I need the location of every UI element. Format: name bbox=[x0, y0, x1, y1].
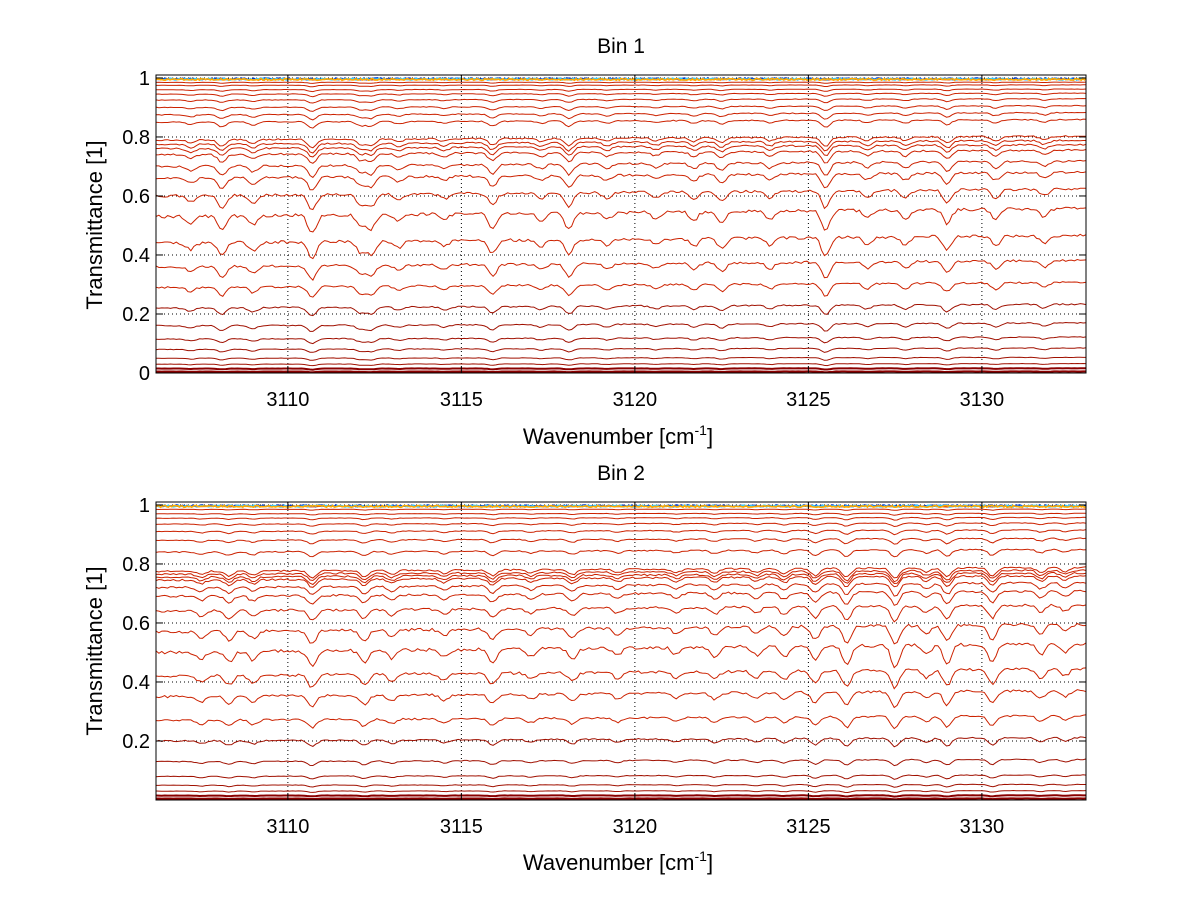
x-tick-label: 3115 bbox=[440, 389, 483, 411]
x-tick-label: 3120 bbox=[613, 816, 658, 838]
x-tick-label: 3130 bbox=[960, 389, 1005, 411]
series-line bbox=[156, 589, 1087, 606]
series-line bbox=[156, 370, 1086, 374]
series-line bbox=[155, 689, 1087, 709]
series-line bbox=[156, 367, 1086, 371]
x-tick-label: 3110 bbox=[266, 389, 309, 411]
series-line bbox=[155, 356, 1086, 361]
series-line bbox=[155, 566, 1087, 579]
y-axis-label: Transmittance [1] bbox=[82, 140, 107, 309]
series-line bbox=[155, 118, 1087, 129]
series-line bbox=[155, 758, 1087, 767]
x-tick-label: 3120 bbox=[613, 389, 658, 411]
y-tick-label: 0.2 bbox=[122, 304, 150, 326]
series-line bbox=[155, 92, 1087, 98]
series-line bbox=[155, 362, 1087, 367]
series-line bbox=[156, 783, 1086, 788]
series-line bbox=[155, 569, 1087, 583]
y-tick-label: 0.2 bbox=[122, 731, 150, 753]
series-line bbox=[155, 148, 1087, 164]
series-line bbox=[156, 84, 1086, 88]
series-line bbox=[156, 143, 1087, 158]
y-tick-label: 0.4 bbox=[122, 245, 150, 267]
series-line bbox=[155, 347, 1087, 353]
series-line bbox=[155, 789, 1087, 794]
series-line bbox=[155, 139, 1086, 154]
series-line bbox=[155, 574, 1087, 588]
series-line bbox=[155, 548, 1087, 558]
y-tick-label: 1 bbox=[139, 68, 150, 90]
series-line bbox=[155, 736, 1087, 748]
series-line bbox=[155, 170, 1087, 191]
x-tick-label: 3125 bbox=[786, 816, 831, 838]
series-line bbox=[155, 571, 1087, 586]
y-tick-label: 0 bbox=[139, 363, 150, 385]
series-line bbox=[156, 797, 1087, 801]
y-tick-label: 0.4 bbox=[122, 672, 150, 694]
y-tick-label: 0.8 bbox=[122, 554, 150, 576]
x-tick-label: 3110 bbox=[266, 816, 309, 838]
x-axis-label-main: Wavenumber [cm bbox=[523, 850, 695, 875]
series-line bbox=[156, 159, 1087, 179]
x-axis-label-close: ] bbox=[707, 424, 713, 449]
series-group bbox=[155, 503, 1087, 801]
series-line bbox=[155, 187, 1087, 211]
x-axis-label: Wavenumber [cm-1] bbox=[523, 422, 713, 449]
series-line bbox=[155, 537, 1087, 545]
series-group bbox=[155, 76, 1087, 374]
series-line bbox=[155, 81, 1087, 84]
x-axis-label-sup: -1 bbox=[695, 848, 708, 864]
x-tick-label: 3130 bbox=[960, 816, 1005, 838]
series-line-top bbox=[155, 77, 1087, 82]
x-axis-label-sup: -1 bbox=[695, 422, 708, 438]
y-tick-label: 0.6 bbox=[122, 613, 150, 635]
axes-box bbox=[155, 501, 1087, 801]
x-axis-label-main: Wavenumber [cm bbox=[523, 424, 695, 449]
series-line bbox=[155, 774, 1087, 780]
series-line bbox=[155, 622, 1087, 645]
x-axis-label-close: ] bbox=[707, 850, 713, 875]
series-line bbox=[155, 522, 1087, 528]
ticks: 3110 3115 3120 3125 3130 0 0.2 0.4 0.6 0.8 1 bbox=[122, 68, 1086, 411]
chart-bin-2: Bin 2 3110 3115 3120 3125 31300.20.40.60.81 … bbox=[82, 462, 1087, 875]
chart-bin-1: Bin 1 3110 3115 3120 3125 3130 0 0.2 0.4 0.6 0.8 1… bbox=[82, 35, 1087, 449]
series-line bbox=[156, 88, 1087, 93]
y-tick-label: 0.8 bbox=[122, 127, 150, 149]
y-tick-label: 0.6 bbox=[122, 186, 150, 208]
chart-title: Bin 2 bbox=[597, 462, 645, 485]
y-tick-label: 1 bbox=[139, 495, 150, 517]
series-line bbox=[155, 258, 1087, 281]
series-line bbox=[155, 529, 1087, 536]
series-line bbox=[155, 303, 1087, 317]
series-line bbox=[155, 281, 1087, 298]
series-line bbox=[155, 135, 1087, 149]
series-line bbox=[155, 97, 1087, 104]
x-tick-label: 3125 bbox=[786, 389, 831, 411]
series-line bbox=[155, 206, 1087, 233]
series-line bbox=[155, 642, 1087, 669]
series-line bbox=[155, 714, 1087, 730]
series-line bbox=[155, 603, 1087, 623]
series-line bbox=[155, 516, 1087, 521]
series-line bbox=[155, 512, 1086, 516]
chart-title: Bin 1 bbox=[597, 35, 645, 58]
ticks: 3110 3115 3120 3125 3130 0.2 0.4 0.6 0.8 1 bbox=[122, 495, 1086, 838]
series-line bbox=[155, 336, 1087, 345]
series-line bbox=[155, 794, 1086, 798]
series-line bbox=[155, 581, 1087, 597]
series-line bbox=[155, 508, 1086, 511]
series-line bbox=[156, 321, 1087, 332]
y-axis-label: Transmittance [1] bbox=[82, 566, 107, 735]
series-line bbox=[155, 104, 1087, 112]
series-line bbox=[155, 667, 1087, 690]
series-line bbox=[155, 111, 1087, 121]
axes-box bbox=[155, 74, 1087, 374]
x-axis-label: Wavenumber [cm-1] bbox=[523, 848, 713, 875]
x-tick-label: 3115 bbox=[440, 816, 483, 838]
series-line-top bbox=[155, 504, 1087, 509]
series-line bbox=[155, 233, 1087, 260]
